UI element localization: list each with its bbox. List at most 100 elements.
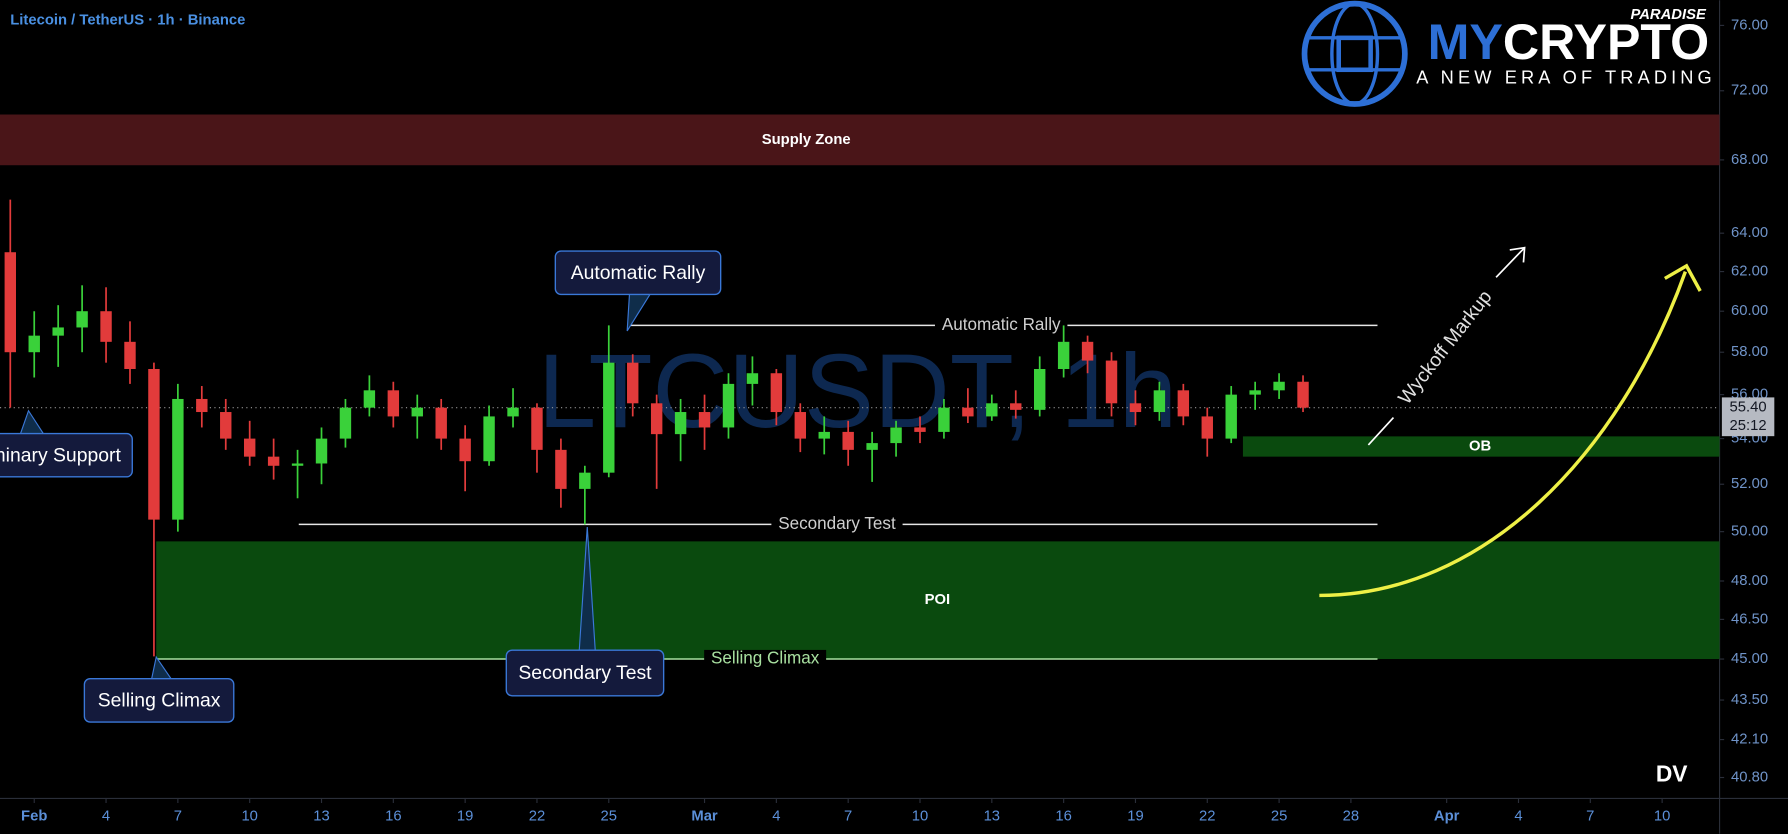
logo-sub: PARADISE (1630, 7, 1707, 23)
logo-globe-meridian (1330, 1, 1380, 106)
y-tick-label: 52.00 (1731, 476, 1768, 492)
y-tick-label: 42.10 (1731, 732, 1768, 748)
candle-body (1153, 390, 1166, 413)
watermark: LTCUSDT, 1h (538, 333, 1177, 450)
level-label-bg (704, 649, 827, 669)
x-tick-label: 25 (601, 809, 617, 825)
callout-text: Secondary Test (518, 662, 652, 684)
candle-body (914, 427, 926, 432)
candle-body (770, 373, 783, 413)
candle-body (243, 438, 256, 457)
logo-chip (1336, 35, 1373, 73)
price-label-box (1721, 397, 1775, 437)
candle-body (627, 362, 639, 404)
level-label-bg (934, 316, 1068, 335)
candle-body (1297, 381, 1309, 408)
x-tick-label: 19 (457, 809, 473, 825)
candle-body (459, 438, 471, 462)
candle-body (315, 438, 328, 464)
candle-body (339, 407, 352, 439)
candle-body (483, 416, 495, 462)
candle-body (1225, 394, 1237, 439)
chart-title: Litecoin / TetherUS · 1h · Binance (10, 13, 245, 29)
y-tick-label: 68.00 (1731, 152, 1768, 168)
x-tick-label: Mar (691, 809, 718, 825)
candle-body (411, 407, 423, 417)
candle-body (1249, 390, 1261, 395)
x-tick-label: 4 (772, 809, 780, 825)
candle-body (172, 398, 184, 520)
candle-body (674, 412, 687, 435)
callout-box (554, 250, 722, 296)
level-label-bg (771, 515, 903, 534)
x-tick-label: 28 (1343, 809, 1359, 825)
x-tick-label: 16 (385, 809, 401, 825)
candle-body (1081, 341, 1094, 361)
markup-curve (1319, 271, 1687, 598)
x-tick-label: 22 (529, 809, 545, 825)
candle-body (986, 403, 998, 417)
x-tick-label: 13 (313, 809, 329, 825)
candle-body (387, 390, 400, 417)
y-tick-label: 40.80 (1731, 769, 1768, 785)
y-tick-label: 48.00 (1731, 573, 1768, 589)
x-tick-label: 25 (1271, 809, 1287, 825)
x-tick-label: 10 (912, 809, 928, 825)
logo-tagline: A NEW ERA OF TRADING (1416, 67, 1716, 88)
candle-body (1010, 403, 1022, 410)
x-tick-label: 7 (1586, 809, 1594, 825)
candle-body (866, 443, 878, 450)
candle-body (196, 398, 208, 413)
candle-body (435, 407, 447, 439)
candle-body (603, 362, 615, 473)
y-tick-label: 64.00 (1731, 225, 1768, 241)
y-tick-label: 60.00 (1731, 303, 1768, 319)
y-tick-label: 50.00 (1731, 524, 1768, 540)
candle-body (842, 431, 854, 450)
markup-curve-head (1663, 263, 1702, 292)
zone (0, 114, 1720, 166)
level-label: Automatic Rally (942, 315, 1061, 334)
y-tick-label: 46.50 (1731, 611, 1768, 627)
level-label: Secondary Test (778, 514, 896, 533)
callout-box (505, 649, 665, 697)
callout-box (0, 432, 133, 478)
candle-body (1201, 416, 1213, 439)
x-tick-label: 10 (1654, 809, 1670, 825)
candle-body (4, 252, 16, 353)
zone-label: POI (925, 592, 951, 608)
candle-body (722, 383, 735, 428)
x-tick-label: 7 (844, 809, 852, 825)
zone-label: Supply Zone (762, 132, 851, 148)
candle-body (76, 311, 88, 328)
candle-body (962, 407, 974, 417)
y-tick-label: 45.00 (1731, 651, 1768, 667)
y-tick-label: 58.00 (1731, 344, 1768, 360)
candle-body (1105, 360, 1118, 404)
y-tick-label: 62.00 (1731, 263, 1768, 279)
candle-body (124, 341, 136, 369)
candle-body (746, 373, 759, 384)
y-tick-label: 72.00 (1731, 83, 1768, 99)
candle-body (1057, 341, 1070, 369)
candle-body (267, 456, 280, 466)
candle-body (818, 431, 830, 439)
candle-body (531, 407, 543, 450)
logo-brand-b: CRYPTO (1503, 14, 1709, 70)
candle-body (291, 463, 304, 466)
corner-label: DV (1656, 761, 1688, 787)
markup-arrow (1367, 416, 1395, 446)
candle-body (363, 390, 376, 408)
candle-body (148, 368, 160, 520)
x-tick-label: 22 (1199, 809, 1215, 825)
candle-body (698, 412, 711, 428)
level-label: Selling Climax (711, 649, 820, 668)
callout-text: Selling Climax (98, 690, 221, 712)
x-tick-label: 10 (241, 809, 257, 825)
candle-body (28, 335, 40, 353)
x-tick-label: Feb (21, 809, 47, 825)
markup-arrow (1495, 247, 1526, 278)
candle-body (220, 412, 232, 439)
